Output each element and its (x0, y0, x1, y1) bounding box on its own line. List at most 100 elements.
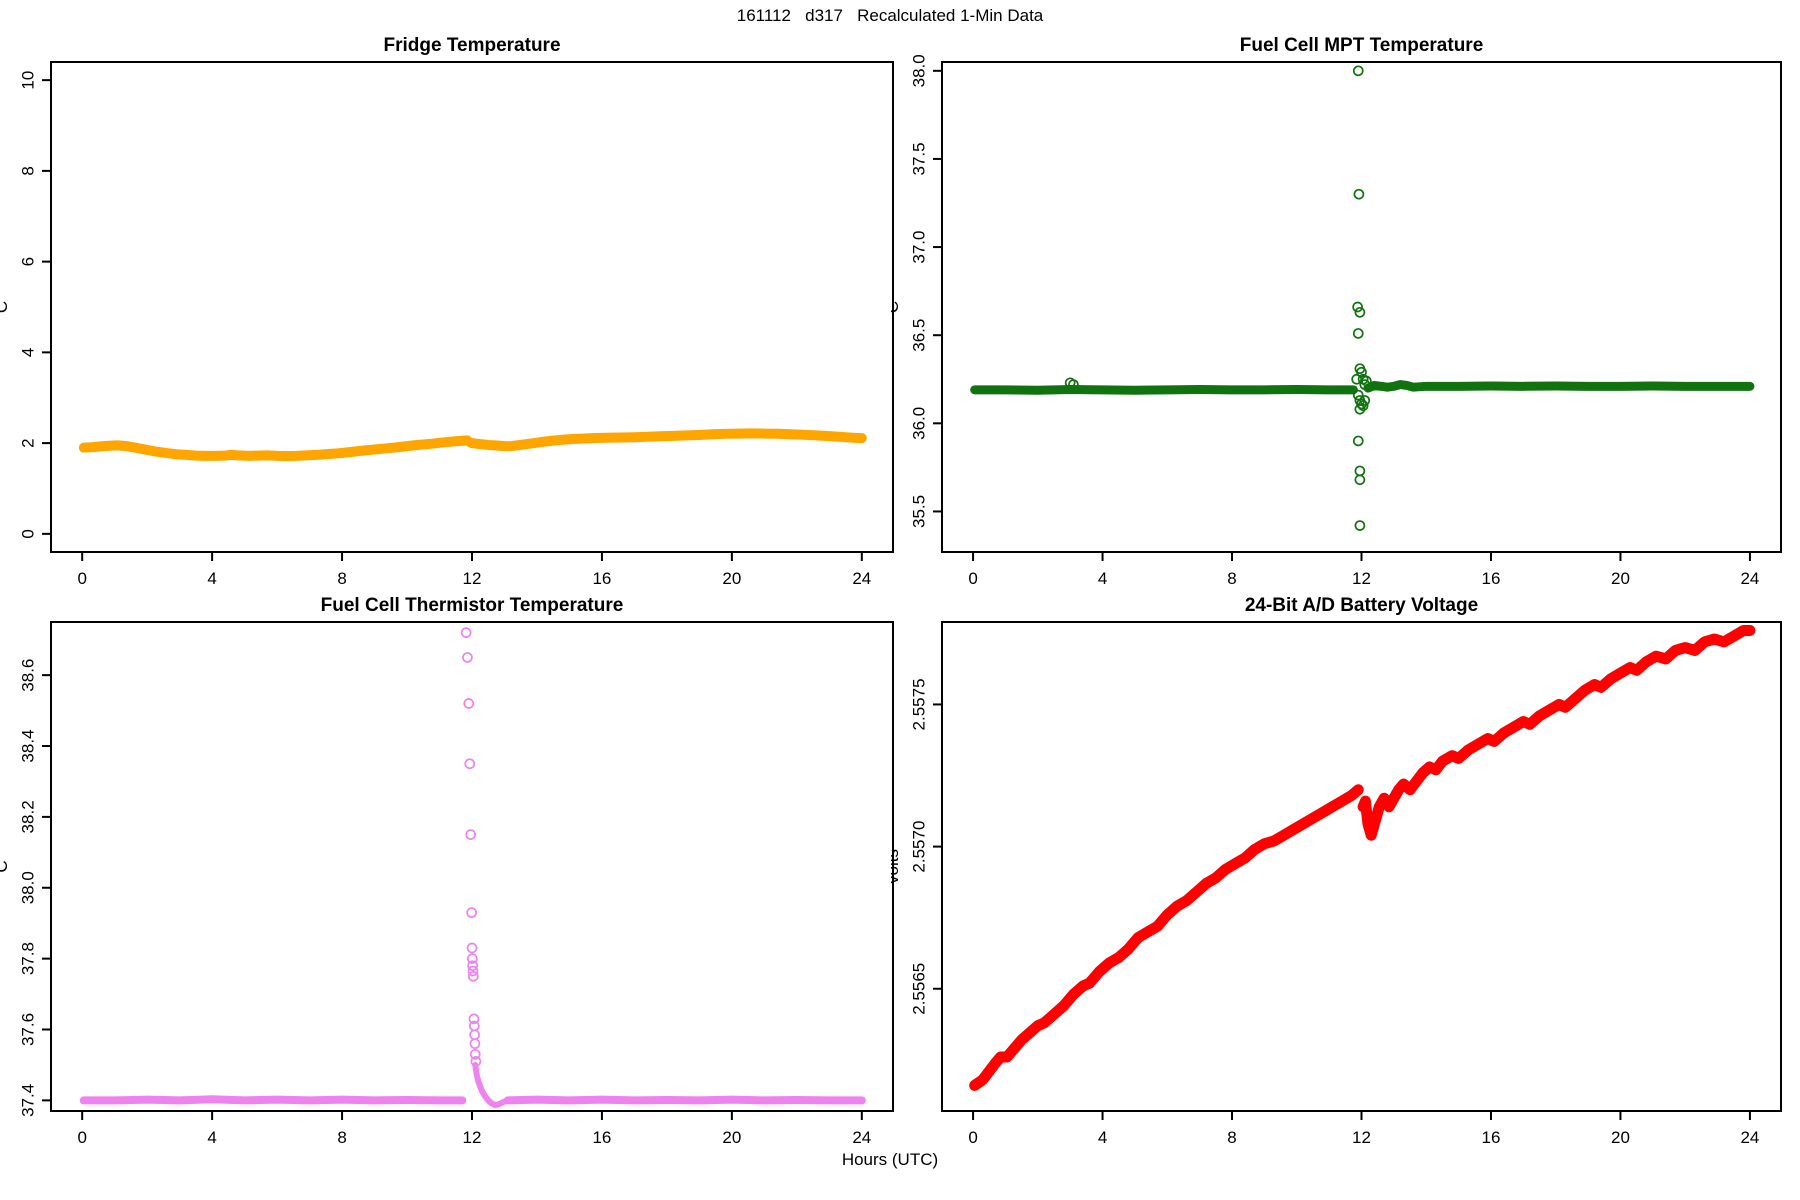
y-tick-label: 38.0 (18, 871, 37, 904)
data-point (462, 652, 473, 663)
data-series (1357, 625, 1756, 841)
data-point (1354, 306, 1366, 318)
x-tick-label: 20 (1611, 569, 1630, 585)
data-point (1352, 65, 1364, 77)
x-tick-label: 8 (1227, 1128, 1236, 1147)
y-axis-label: C (0, 860, 11, 872)
data-point (1352, 301, 1363, 313)
x-tick-label: 12 (463, 1128, 482, 1147)
data-series (969, 784, 1364, 1091)
data-series (1363, 380, 1755, 393)
data-series (472, 1061, 511, 1108)
y-tick-label: 2 (18, 438, 37, 447)
x-tick-label: 0 (77, 1128, 86, 1147)
y-tick-label: 6 (18, 257, 37, 266)
data-series (970, 384, 1358, 395)
y-tick-label: 37.0 (909, 231, 928, 264)
x-tick-label: 4 (1098, 1128, 1107, 1147)
y-tick-label: 10 (18, 71, 37, 90)
x-tick-label: 8 (337, 1128, 346, 1147)
data-point (466, 953, 478, 964)
y-tick-label: 36.5 (909, 319, 928, 352)
data-point (1354, 403, 1366, 415)
data-point (466, 907, 478, 918)
chart-fuel-cell-mpt-temperature: Fuel Cell MPT Temperature C 0 4 8 12 16 20 24 3… (891, 30, 1800, 585)
x-tick-label: 16 (1482, 1128, 1501, 1147)
battery-voltage-plot: 24-Bit A/D Battery Voltage volts 0 4 8 12 16… (891, 595, 1782, 1147)
y-tick-label: 2.5570 (909, 821, 928, 873)
data-series (79, 1095, 467, 1105)
data-point (1352, 435, 1364, 447)
main-title: 161112 d317 Recalculated 1-Min Data (736, 6, 1044, 25)
x-tick-label: 4 (1098, 569, 1107, 585)
y-tick-label: 4 (18, 348, 37, 357)
x-tick-label: 20 (722, 569, 741, 585)
y-tick-label: 8 (18, 166, 37, 175)
data-point (470, 1056, 482, 1067)
data-point (1068, 379, 1079, 390)
y-tick-label: 37.5 (909, 142, 928, 175)
chart-title: 24-Bit A/D Battery Voltage (1245, 595, 1478, 616)
y-tick-label: 38.0 (909, 54, 928, 87)
data-point (466, 942, 478, 954)
data-point (460, 627, 472, 638)
y-axis-label: volts (891, 849, 902, 884)
y-tick-label: 38.2 (18, 800, 37, 833)
data-series (78, 435, 473, 462)
x-tick-label: 0 (77, 569, 86, 585)
chart-title: Fridge Temperature (383, 35, 560, 56)
y-tick-label: 2.5575 (909, 678, 928, 730)
data-point (1353, 188, 1365, 200)
data-point (1354, 465, 1366, 477)
x-tick-label: 20 (1611, 1128, 1630, 1147)
data-point (467, 970, 479, 982)
data-series (503, 1095, 866, 1105)
chart-title: Fuel Cell MPT Temperature (1240, 35, 1484, 56)
y-tick-label: 37.6 (18, 1013, 37, 1046)
x-tick-label: 12 (1352, 1128, 1371, 1147)
data-series (466, 428, 867, 452)
data-point (1361, 375, 1372, 387)
x-tick-label: 0 (968, 569, 977, 585)
y-tick-label: 38.4 (18, 729, 37, 762)
x-tick-label: 0 (968, 1128, 977, 1147)
x-tick-label: 20 (722, 1128, 741, 1147)
x-tick-label: 24 (852, 569, 871, 585)
x-tick-label: 8 (1227, 569, 1236, 585)
data-point (468, 1013, 480, 1025)
x-tick-label: 16 (592, 1128, 611, 1147)
x-tick-label: 12 (1352, 569, 1371, 585)
chart-fuel-cell-thermistor-temperature: Fuel Cell Thermistor Temperature C 0 4 8 12… (0, 590, 900, 1150)
data-point (464, 758, 476, 770)
data-point (467, 965, 479, 977)
x-tick-label: 4 (207, 569, 216, 585)
data-point (465, 829, 477, 840)
chart-title: Fuel Cell Thermistor Temperature (321, 595, 624, 616)
data-point (469, 1038, 481, 1050)
fuel-cell-mpt-plot: Fuel Cell MPT Temperature C 0 4 8 12 16 20 24 3… (891, 35, 1782, 585)
data-point (1354, 474, 1366, 486)
x-tick-label: 24 (1740, 1128, 1759, 1147)
data-point (467, 960, 478, 972)
x-tick-label: 16 (1482, 569, 1501, 585)
data-point (463, 698, 475, 709)
y-axis-label: C (891, 301, 902, 313)
data-point (469, 1048, 481, 1060)
y-tick-label: 36.0 (909, 407, 928, 440)
data-point (1351, 373, 1362, 385)
data-point (1359, 395, 1371, 406)
y-tick-label: 2.5565 (909, 963, 928, 1015)
data-point (1352, 328, 1364, 339)
x-tick-label: 24 (852, 1128, 871, 1147)
chart-battery-voltage: 24-Bit A/D Battery Voltage volts 0 4 8 12 16… (891, 590, 1800, 1150)
x-tick-label: 12 (463, 569, 482, 585)
data-point (1354, 520, 1366, 531)
y-tick-label: 38.6 (18, 659, 37, 692)
data-point (1352, 389, 1364, 401)
x-tick-label: 4 (207, 1128, 216, 1147)
y-tick-label: 37.8 (18, 942, 37, 975)
data-point (469, 1029, 480, 1041)
x-tick-label: 16 (592, 569, 611, 585)
fuel-cell-thermistor-plot: Fuel Cell Thermistor Temperature C 0 4 8 12… (0, 595, 894, 1147)
